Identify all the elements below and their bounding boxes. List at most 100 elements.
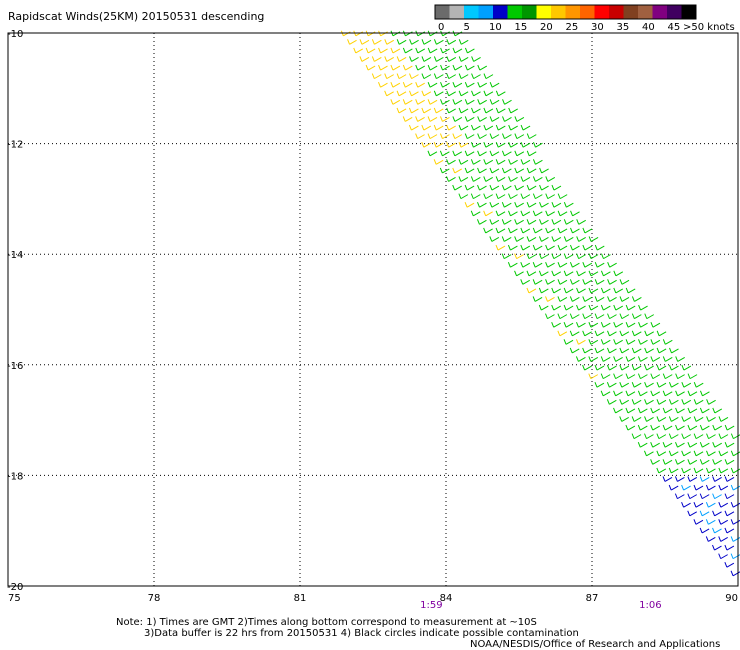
wind-barb: [706, 450, 716, 457]
legend-swatch: [464, 5, 479, 19]
wind-barb: [384, 73, 394, 80]
wind-barb: [662, 356, 673, 362]
legend-swatch: [667, 5, 682, 19]
wind-barb: [718, 416, 729, 422]
wind-barb: [427, 64, 438, 71]
wind-barb: [427, 133, 438, 140]
wind-barb: [508, 193, 518, 200]
wind-barb: [699, 424, 710, 431]
wind-barb: [415, 99, 425, 105]
wind-barb: [619, 416, 629, 422]
wind-barb: [582, 227, 593, 234]
wind-barb: [458, 73, 469, 80]
wind-barb: [526, 236, 537, 242]
wind-barb: [656, 450, 667, 457]
legend-swatch: [507, 5, 522, 19]
wind-barb: [545, 227, 555, 234]
wind-barb: [390, 99, 401, 105]
wind-barb: [514, 184, 525, 191]
wind-barb: [489, 150, 500, 157]
wind-barb: [440, 47, 450, 54]
wind-barb: [477, 133, 487, 140]
wind-barb: [650, 442, 660, 448]
wind-barb: [458, 90, 469, 97]
wind-barb: [433, 107, 444, 114]
wind-barb: [508, 159, 518, 165]
wind-barb: [718, 536, 728, 542]
wind-barb: [470, 193, 481, 200]
wind-barb: [452, 150, 463, 157]
wind-barb: [569, 279, 580, 285]
wind-barb: [681, 433, 691, 440]
wind-barb: [699, 510, 710, 517]
wind-barb: [415, 116, 425, 122]
wind-barb: [526, 219, 537, 225]
wind-barb: [452, 64, 463, 71]
wind-barb: [557, 262, 568, 268]
wind-barb: [650, 373, 661, 380]
wind-barb: [402, 82, 413, 88]
wind-barb: [538, 236, 549, 242]
wind-barb: [625, 373, 636, 380]
wind-barb: [724, 424, 735, 431]
wind-barb: [588, 287, 599, 294]
wind-barb: [477, 184, 487, 191]
wind-barb: [396, 39, 407, 45]
wind-barb: [433, 142, 444, 148]
wind-barb: [433, 39, 444, 45]
wind-barb: [495, 142, 506, 148]
wind-barb: [427, 150, 438, 157]
legend-label: 20: [540, 22, 553, 33]
wind-barb: [409, 39, 419, 45]
wind-barb: [514, 116, 525, 122]
wind-barb: [576, 236, 586, 242]
wind-barb: [594, 262, 605, 268]
wind-barb: [662, 390, 673, 397]
wind-barb: [396, 73, 407, 80]
wind-barb: [483, 176, 493, 182]
legend-swatch: [536, 5, 551, 19]
wind-barb: [588, 253, 599, 260]
wind-barb: [365, 64, 376, 71]
wind-barb: [600, 270, 611, 277]
legend-swatch: [594, 5, 609, 19]
wind-barb: [495, 124, 506, 131]
wind-barb: [693, 519, 704, 525]
x-tick-label: 87: [586, 593, 599, 604]
wind-barb: [637, 407, 648, 414]
wind-barb: [706, 399, 716, 405]
wind-barb: [563, 219, 574, 225]
wind-barb: [476, 219, 487, 225]
wind-barb: [687, 390, 698, 397]
x-tick-label: 81: [294, 593, 307, 604]
wind-barb: [718, 519, 729, 525]
wind-barb: [712, 544, 722, 551]
wind-barb: [526, 133, 537, 140]
wind-barb: [588, 339, 599, 345]
wind-barb: [669, 347, 679, 354]
wind-barb: [520, 262, 531, 268]
wind-barb: [650, 407, 661, 414]
wind-barb: [421, 142, 432, 148]
wind-barb: [470, 142, 481, 148]
wind-barb: [347, 39, 357, 45]
wind-barb: [495, 210, 506, 217]
wind-barb: [359, 56, 370, 62]
wind-barb: [520, 159, 531, 165]
wind-barb: [439, 150, 450, 157]
wind-barb: [396, 56, 407, 62]
wind-barb: [662, 339, 673, 345]
wind-barb: [637, 390, 648, 397]
wind-barb: [730, 484, 740, 491]
wind-barb: [730, 570, 740, 577]
wind-barb: [464, 47, 475, 54]
wind-barb: [390, 64, 401, 71]
wind-barb: [532, 142, 543, 148]
wind-barb: [699, 476, 710, 482]
y-tick-label: -10: [7, 29, 23, 40]
wind-barb: [625, 407, 636, 414]
wind-barb: [538, 304, 549, 311]
wind-barb: [582, 262, 593, 268]
wind-barb: [359, 39, 370, 45]
wind-barb: [712, 510, 722, 517]
